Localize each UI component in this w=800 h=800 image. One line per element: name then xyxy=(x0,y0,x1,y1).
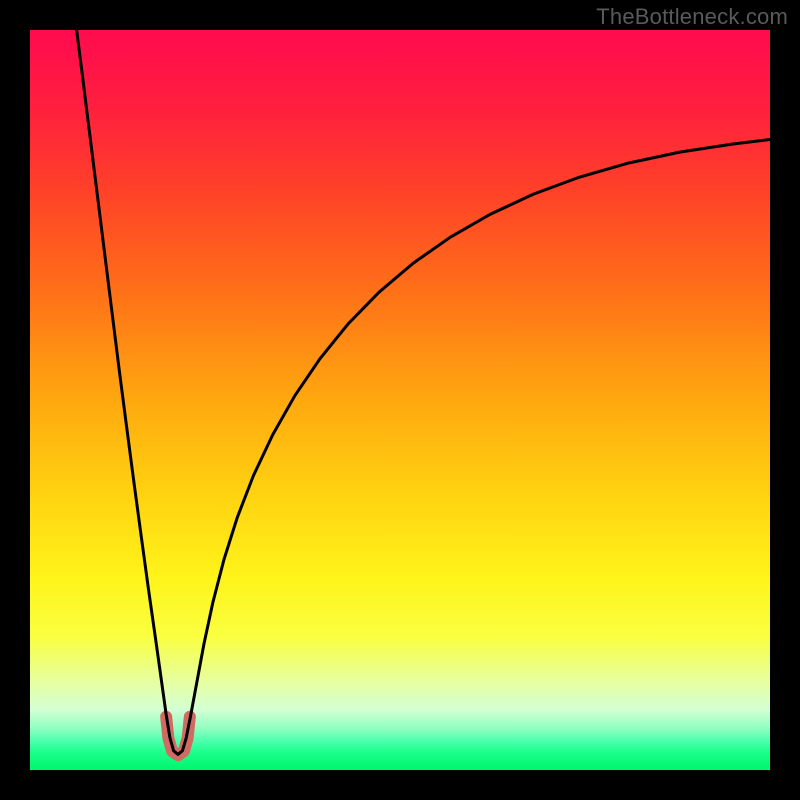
chart-container: TheBottleneck.com xyxy=(0,0,800,800)
plot-area xyxy=(30,30,770,770)
watermark-label: TheBottleneck.com xyxy=(596,4,788,30)
bottleneck-chart xyxy=(0,0,800,800)
